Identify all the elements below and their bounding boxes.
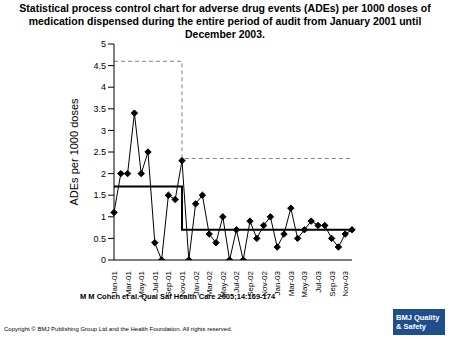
html-text:M M Cohen et al. Qual Saf Heal: M M Cohen et al. Qual Saf Health Care 20… xyxy=(80,292,276,301)
svg-text:Nov-03: Nov-03 xyxy=(341,270,350,296)
svg-text:0: 0 xyxy=(101,255,106,265)
svg-text:1.5: 1.5 xyxy=(93,190,106,200)
html-text:Copyright © BMJ Publishing Gro: Copyright © BMJ Publishing Group Ltd and… xyxy=(4,326,233,332)
svg-text:Jan-03: Jan-03 xyxy=(273,270,282,295)
svg-text:May-02: May-02 xyxy=(218,271,228,298)
svg-text:May-01: May-01 xyxy=(137,271,147,298)
svg-text:Jul-03: Jul-03 xyxy=(314,270,323,292)
svg-text:Sep-03: Sep-03 xyxy=(328,270,337,296)
svg-text:Sep-01: Sep-01 xyxy=(164,271,174,297)
svg-text:Jul-02: Jul-02 xyxy=(232,270,241,292)
svg-text:Nov-02: Nov-02 xyxy=(259,271,269,297)
svg-text:May-03: May-03 xyxy=(300,270,309,297)
svg-text:Jul-01: Jul-01 xyxy=(151,270,160,292)
svg-text:Jan-02: Jan-02 xyxy=(192,270,201,295)
svg-text:1: 1 xyxy=(101,212,106,222)
svg-text:0.5: 0.5 xyxy=(93,234,106,244)
svg-text:2.5: 2.5 xyxy=(93,147,106,157)
svg-text:Jan-01: Jan-01 xyxy=(110,270,119,295)
svg-text:Nov-01: Nov-01 xyxy=(178,271,187,297)
svg-text:4: 4 xyxy=(101,82,106,92)
html-text:BMJ Quality & Safety: BMJ Quality & Safety xyxy=(396,313,440,331)
svg-text:Sep-02: Sep-02 xyxy=(246,271,255,297)
html-text:Statistical process control ch: Statistical process control chart for ad… xyxy=(19,2,431,40)
svg-text:3: 3 xyxy=(101,126,106,136)
svg-text:ADEs per 1000 doses: ADEs per 1000 doses xyxy=(68,98,80,206)
svg-text:5: 5 xyxy=(101,39,106,49)
svg-text:Mar-02: Mar-02 xyxy=(205,271,215,297)
svg-text:Mar-01: Mar-01 xyxy=(123,271,133,297)
svg-text:Mar-03: Mar-03 xyxy=(287,270,296,296)
svg-text:2: 2 xyxy=(101,169,106,179)
svg-text:4.5: 4.5 xyxy=(93,61,106,71)
svg-text:3.5: 3.5 xyxy=(93,104,106,114)
